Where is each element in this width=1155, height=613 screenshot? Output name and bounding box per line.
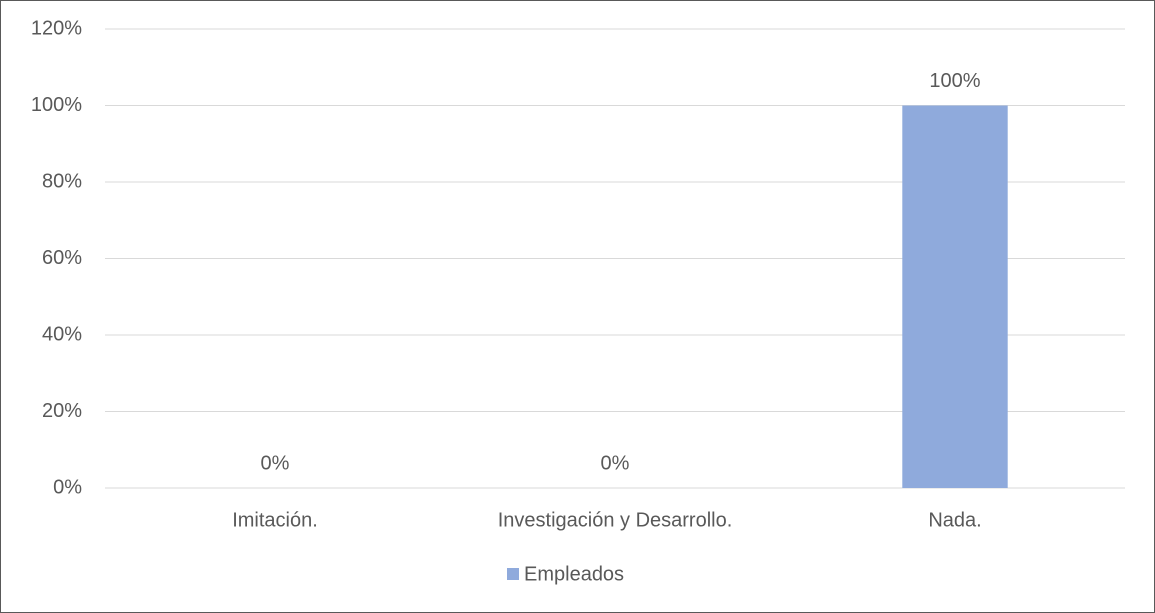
x-tick-label: Investigación y Desarrollo. (498, 509, 733, 531)
y-tick-label: 40% (42, 323, 82, 345)
bar (902, 105, 1008, 488)
data-label: 0% (601, 452, 630, 474)
x-tick-label: Nada. (928, 509, 981, 531)
y-tick-label: 120% (31, 17, 82, 39)
y-tick-label: 0% (53, 476, 82, 498)
y-tick-label: 80% (42, 170, 82, 192)
x-tick-label: Imitación. (232, 509, 318, 531)
y-tick-label: 20% (42, 400, 82, 422)
data-label: 100% (929, 70, 980, 92)
y-tick-label: 100% (31, 94, 82, 116)
data-label: 0% (261, 452, 290, 474)
legend-label: Empleados (524, 563, 624, 585)
legend-swatch (507, 568, 519, 580)
y-tick-label: 60% (42, 247, 82, 269)
